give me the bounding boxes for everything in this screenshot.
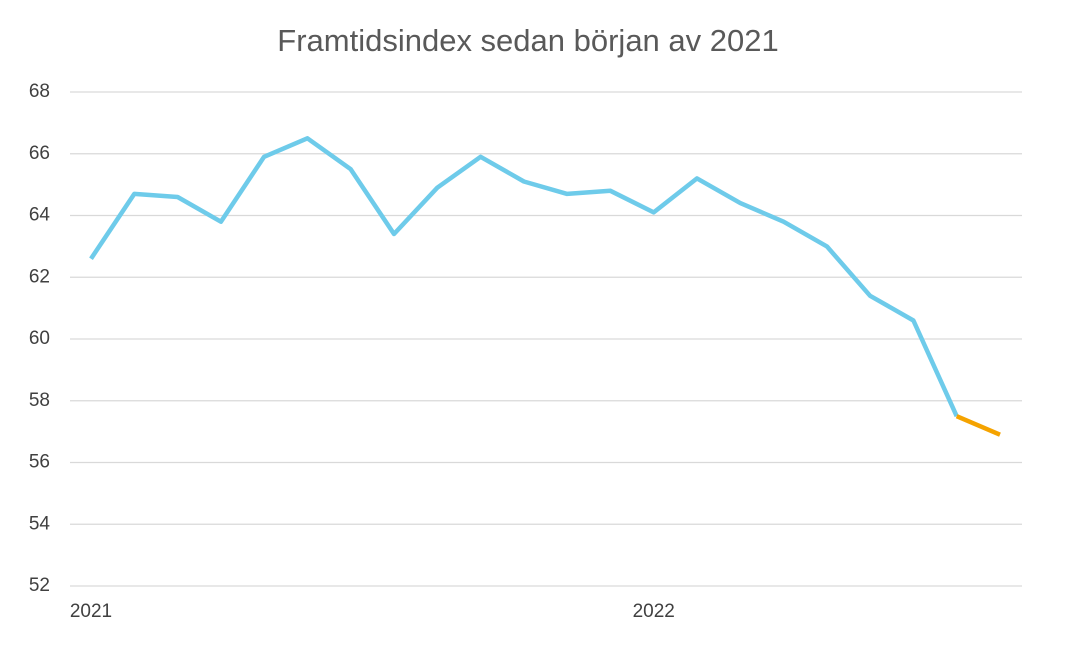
y-tick-label: 56 xyxy=(29,452,50,473)
x-tick-label: 2021 xyxy=(70,601,112,622)
y-tick-label: 62 xyxy=(29,266,50,287)
y-tick-label: 60 xyxy=(29,328,50,349)
y-tick-label: 68 xyxy=(29,81,50,102)
y-tick-label: 58 xyxy=(29,390,50,411)
x-tick-label: 2022 xyxy=(633,601,675,622)
chart-title: Framtidsindex sedan början av 2021 xyxy=(277,23,778,58)
y-tick-label: 52 xyxy=(29,575,50,596)
line-series xyxy=(89,136,959,418)
y-tick-label: 64 xyxy=(29,205,51,226)
y-tick-label: 54 xyxy=(29,513,51,534)
y-tick-label: 66 xyxy=(29,143,50,164)
line-series xyxy=(955,414,1001,437)
